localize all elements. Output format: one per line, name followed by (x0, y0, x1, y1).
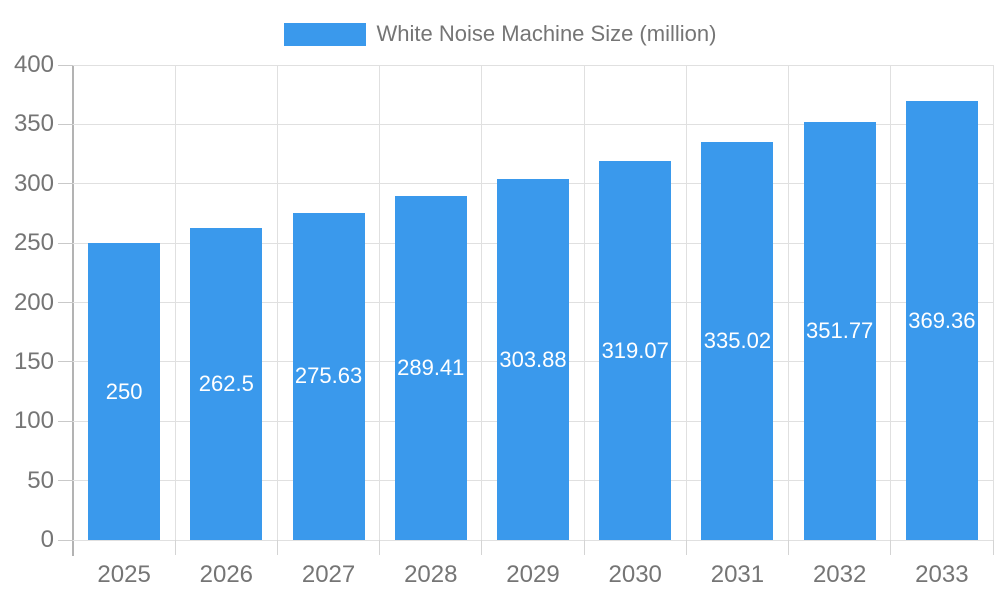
gridline-vertical (174, 65, 176, 540)
bar-value-label: 335.02 (703, 328, 772, 354)
bar (905, 101, 978, 540)
x-tick-label: 2025 (97, 561, 151, 588)
y-tick-mark (58, 302, 73, 303)
y-axis: 0 50 100 150 200 250 300 350 400 (0, 51, 54, 553)
gridline-horizontal (73, 123, 993, 125)
gridline-horizontal (73, 64, 993, 66)
y-tick-label: 200 (13, 288, 54, 316)
x-tick-label: 2028 (404, 561, 458, 588)
x-tick-label: 2026 (199, 561, 254, 588)
y-tick-label: 350 (13, 110, 54, 138)
x-tick-mark (174, 540, 176, 555)
y-tick-label: 50 (27, 466, 54, 494)
x-tick-label: 2030 (608, 561, 662, 588)
plot-area: 250 262.5 275.63 289.41 303.88 319.07 335.02 35… (58, 64, 994, 556)
legend-label: White Noise Machine Size (million) (376, 21, 717, 46)
x-tick-mark (379, 540, 381, 555)
bar (701, 142, 774, 540)
gridline-vertical (685, 65, 687, 540)
x-tick-mark (992, 540, 994, 555)
x-tick-label: 2027 (301, 561, 356, 588)
y-tick-mark (58, 480, 73, 482)
y-tick-label: 400 (13, 51, 54, 78)
bar (803, 122, 876, 540)
gridline-vertical (788, 65, 790, 540)
gridline-vertical (379, 65, 381, 540)
legend-swatch-icon (283, 22, 366, 46)
bar-value-label: 351.77 (806, 318, 874, 344)
y-tick-mark (58, 361, 73, 363)
gridline-vertical (583, 65, 585, 540)
bar-value-label: 275.63 (294, 363, 363, 389)
y-tick-label: 100 (13, 407, 54, 435)
x-tick-label: 2033 (915, 561, 969, 588)
bar-value-label: 250 (105, 378, 143, 404)
x-tick-mark (788, 540, 790, 555)
y-tick-mark (58, 539, 73, 541)
x-axis: 2025 2026 2027 2028 2029 2030 2031 2032 2033 (73, 560, 993, 592)
x-tick-mark (276, 540, 278, 555)
x-tick-mark (890, 540, 892, 555)
x-tick-label: 2031 (710, 561, 765, 588)
x-tick-mark (583, 540, 585, 555)
bar (190, 228, 263, 540)
y-tick-label: 150 (13, 347, 54, 375)
bar (497, 179, 569, 540)
bar (394, 196, 467, 540)
y-tick-mark (58, 183, 73, 185)
y-tick-label: 300 (13, 169, 54, 197)
y-tick-mark (58, 420, 73, 422)
x-tick-label: 2029 (506, 561, 560, 588)
x-tick-mark (481, 540, 483, 555)
y-axis-line (72, 65, 74, 556)
gridline-vertical (992, 65, 994, 540)
gridline-vertical (276, 65, 278, 540)
gridline-vertical (890, 65, 892, 540)
bar-value-label: 303.88 (499, 346, 567, 372)
bar-value-label: 369.36 (908, 307, 976, 333)
y-tick-mark (58, 242, 73, 244)
bar-value-label: 319.07 (601, 337, 669, 363)
bar (292, 212, 365, 540)
bar-value-label: 289.41 (397, 355, 465, 381)
bar (599, 161, 672, 540)
x-tick-label: 2032 (812, 561, 867, 588)
y-tick-mark (58, 123, 73, 125)
gridline-vertical (481, 65, 483, 540)
y-tick-label: 0 (40, 526, 54, 553)
y-tick-mark (58, 64, 73, 66)
x-tick-mark (685, 540, 687, 555)
legend: White Noise Machine Size (million) (0, 16, 1000, 52)
bar-value-label: 262.5 (198, 371, 254, 397)
legend-item[interactable]: White Noise Machine Size (million) (283, 21, 717, 47)
y-tick-label: 250 (13, 229, 54, 257)
gridline-horizontal (73, 539, 993, 541)
bar (88, 243, 161, 540)
